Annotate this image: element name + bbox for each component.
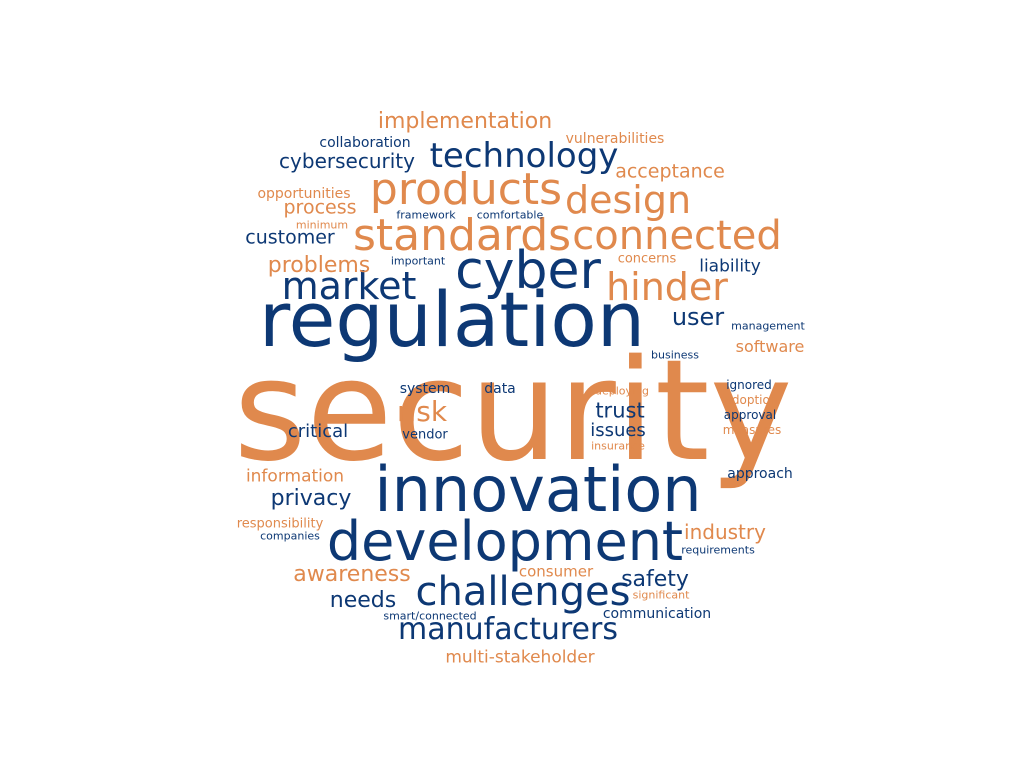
- word-needs: needs: [329, 588, 397, 613]
- word-business: business: [651, 348, 699, 362]
- word-approach: approach: [727, 466, 793, 482]
- word-management: management: [731, 319, 805, 333]
- word-concerns: concerns: [617, 251, 677, 267]
- word-security: security: [233, 330, 793, 493]
- word-smart-connected: smart/connected: [383, 609, 477, 623]
- word-customer: customer: [245, 226, 335, 249]
- word-important: important: [390, 254, 446, 268]
- word-design: design: [564, 178, 692, 222]
- word-responsibility: responsibility: [236, 516, 324, 532]
- word-communication: communication: [602, 606, 712, 622]
- word-issues: issues: [590, 420, 646, 441]
- word-data: data: [484, 381, 516, 397]
- word-products: products: [369, 164, 563, 215]
- word-liability: liability: [699, 256, 761, 277]
- word-acceptance: acceptance: [615, 160, 725, 183]
- word-user: user: [671, 303, 725, 331]
- word-opportunities: opportunities: [257, 186, 351, 202]
- word-ignored: ignored: [726, 378, 772, 392]
- word-hinder: hinder: [606, 265, 728, 309]
- word-minimum: minimum: [295, 218, 349, 232]
- word-awareness: awareness: [293, 562, 411, 587]
- word-framework: framework: [396, 208, 456, 222]
- word-system: system: [399, 381, 451, 397]
- word-process: process: [283, 196, 357, 219]
- word-comfortable: comfortable: [476, 208, 544, 222]
- word-deploying: deploying: [594, 384, 650, 398]
- word-cybersecurity: cybersecurity: [279, 149, 415, 173]
- word-adoption: adoption: [724, 393, 778, 407]
- word-connected: connected: [572, 213, 782, 259]
- word-requirements: requirements: [681, 543, 755, 557]
- word-vulnerabilities: vulnerabilities: [565, 131, 665, 147]
- word-safety: safety: [621, 567, 689, 592]
- word-technology: technology: [429, 136, 619, 176]
- word-standards: standards: [352, 210, 572, 261]
- word-measures: measures: [722, 423, 782, 437]
- word-industry: industry: [684, 520, 766, 544]
- word-software: software: [735, 337, 805, 356]
- word-regulation: regulation: [258, 275, 646, 364]
- word-implementation: implementation: [377, 109, 553, 134]
- word-development: development: [326, 510, 684, 573]
- word-critical: critical: [287, 421, 349, 442]
- word-collaboration: collaboration: [319, 135, 411, 151]
- word-manufacturers: manufacturers: [398, 612, 618, 647]
- word-companies: companies: [260, 529, 320, 543]
- word-problems: problems: [267, 253, 371, 278]
- word-multi-stakeholder: multi-stakeholder: [445, 647, 595, 668]
- word-information: information: [245, 466, 345, 487]
- word-risk: risk: [396, 395, 448, 428]
- word-approval: approval: [723, 408, 777, 422]
- word-vendor: vendor: [402, 427, 448, 443]
- word-cyber: cyber: [455, 241, 601, 301]
- word-significant: significant: [632, 588, 690, 602]
- word-insurance: insurance: [591, 439, 645, 453]
- word-challenges: challenges: [415, 569, 631, 615]
- word-consumer: consumer: [518, 562, 594, 581]
- word-privacy: privacy: [270, 486, 352, 511]
- word-innovation: innovation: [374, 453, 702, 526]
- word-market: market: [281, 264, 417, 308]
- word-trust: trust: [595, 398, 645, 423]
